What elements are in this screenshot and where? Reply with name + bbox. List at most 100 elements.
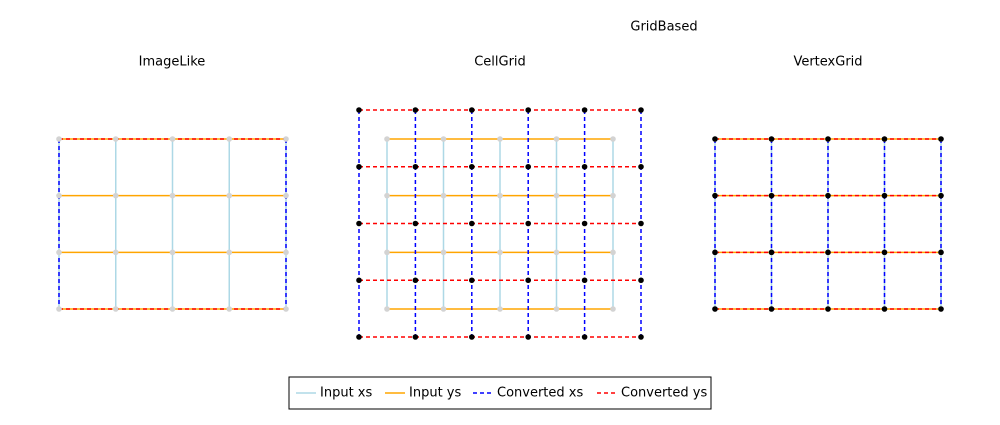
input-point	[56, 306, 62, 312]
converted-point	[412, 163, 419, 170]
input-point	[283, 136, 289, 142]
input-point	[56, 136, 62, 142]
legend-label: Input ys	[409, 386, 461, 401]
converted-point	[581, 107, 588, 113]
input-point	[384, 192, 390, 199]
converted-point	[768, 192, 775, 199]
converted-point	[469, 163, 475, 170]
input-point	[169, 249, 176, 256]
input-point	[553, 306, 560, 312]
input-point	[610, 249, 616, 256]
panel-title: ImageLike	[139, 55, 206, 70]
converted-point	[638, 163, 644, 170]
input-point	[497, 192, 503, 199]
input-point	[440, 192, 447, 199]
converted-point	[581, 163, 588, 170]
converted-point	[469, 107, 475, 113]
panels	[56, 107, 944, 340]
converted-point	[469, 277, 475, 284]
input-point	[553, 192, 560, 199]
converted-point	[581, 334, 588, 340]
converted-point	[525, 277, 531, 284]
input-point	[169, 306, 176, 312]
converted-point	[525, 163, 531, 170]
input-point	[384, 136, 390, 142]
converted-point	[938, 306, 944, 312]
converted-point	[525, 107, 531, 113]
legend-label: Converted ys	[621, 386, 707, 401]
input-point	[283, 306, 289, 312]
input-point	[112, 249, 119, 256]
input-point	[497, 306, 503, 312]
converted-point	[825, 306, 831, 312]
converted-point	[412, 277, 419, 284]
converted-point	[825, 249, 831, 256]
converted-point	[356, 220, 362, 227]
legend-box	[288, 376, 712, 410]
converted-point	[768, 249, 775, 256]
panel-title: CellGrid	[474, 55, 526, 70]
converted-point	[638, 277, 644, 284]
converted-point	[825, 192, 831, 199]
input-point	[497, 249, 503, 256]
input-point	[226, 249, 233, 256]
converted-point	[525, 334, 531, 340]
converted-point	[712, 192, 718, 199]
input-point	[112, 306, 119, 312]
input-point	[56, 192, 62, 199]
converted-point	[356, 334, 362, 340]
converted-point	[469, 220, 475, 227]
converted-point	[825, 136, 831, 142]
converted-point	[938, 136, 944, 142]
converted-point	[881, 136, 888, 142]
converted-point	[768, 306, 775, 312]
input-point	[384, 306, 390, 312]
converted-point	[881, 249, 888, 256]
input-point	[440, 249, 447, 256]
converted-point	[356, 163, 362, 170]
input-point	[440, 306, 447, 312]
input-point	[112, 192, 119, 199]
input-point	[283, 192, 289, 199]
converted-point	[469, 334, 475, 340]
input-point	[610, 306, 616, 312]
converted-point	[638, 220, 644, 227]
converted-point	[638, 334, 644, 340]
converted-point	[581, 277, 588, 284]
converted-point	[712, 249, 718, 256]
legend-label: Input xs	[320, 386, 372, 401]
input-point	[226, 136, 233, 142]
input-point	[226, 192, 233, 199]
converted-point	[525, 220, 531, 227]
converted-point	[712, 306, 718, 312]
input-point	[497, 136, 503, 142]
input-point	[169, 192, 176, 199]
input-point	[226, 306, 233, 312]
input-point	[610, 192, 616, 199]
input-point	[112, 136, 119, 142]
converted-point	[638, 107, 644, 113]
converted-point	[938, 192, 944, 199]
converted-point	[356, 107, 362, 113]
converted-point	[356, 277, 362, 284]
converted-point	[412, 334, 419, 340]
input-point	[283, 249, 289, 256]
input-point	[169, 136, 176, 142]
converted-point	[938, 249, 944, 256]
input-point	[440, 136, 447, 142]
converted-point	[712, 136, 718, 142]
converted-point	[881, 192, 888, 199]
legend-label: Converted xs	[497, 386, 583, 401]
converted-point	[581, 220, 588, 227]
converted-point	[881, 306, 888, 312]
converted-point	[768, 136, 775, 142]
input-point	[56, 249, 62, 256]
input-point	[553, 249, 560, 256]
main-title: GridBased	[630, 20, 697, 35]
input-point	[610, 136, 616, 142]
converted-point	[412, 107, 419, 113]
converted-point	[412, 220, 419, 227]
input-point	[384, 249, 390, 256]
input-point	[553, 136, 560, 142]
